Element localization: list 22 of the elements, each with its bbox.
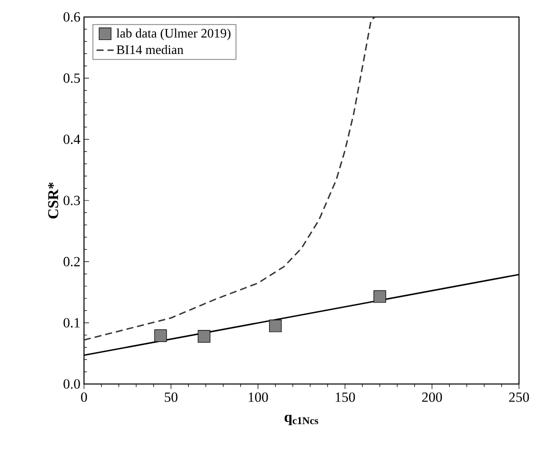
- point: [198, 330, 210, 343]
- y-axis-title: CSR*: [48, 182, 58, 218]
- y-tick-label: 0.3: [64, 196, 80, 206]
- x-axis-title: q$_{c1Ncs}$: [284, 414, 318, 426]
- x-tick-label: 0: [81, 392, 87, 402]
- legend-label: lab data (Ulmer 2019): [116, 28, 230, 40]
- y-tick-label: 0.6: [64, 12, 80, 22]
- point: [269, 320, 282, 332]
- x-tick-label: 50: [164, 392, 178, 402]
- point: [374, 290, 386, 303]
- y-tick-label: 0.5: [64, 73, 80, 83]
- y-tick-label: 0.2: [64, 256, 80, 266]
- y-tick-label: 0.0: [64, 379, 80, 389]
- line-series: [84, 17, 376, 341]
- y-tick-label: 0.1: [64, 318, 80, 328]
- point: [154, 329, 167, 342]
- y-tick-label: 0.4: [64, 134, 80, 144]
- x-tick-label: 250: [509, 392, 529, 402]
- x-tick-label: 200: [422, 392, 442, 402]
- x-tick-label: 150: [336, 392, 355, 402]
- legend-label: BI14 median: [116, 44, 184, 54]
- x-tick-label: 100: [248, 392, 268, 402]
